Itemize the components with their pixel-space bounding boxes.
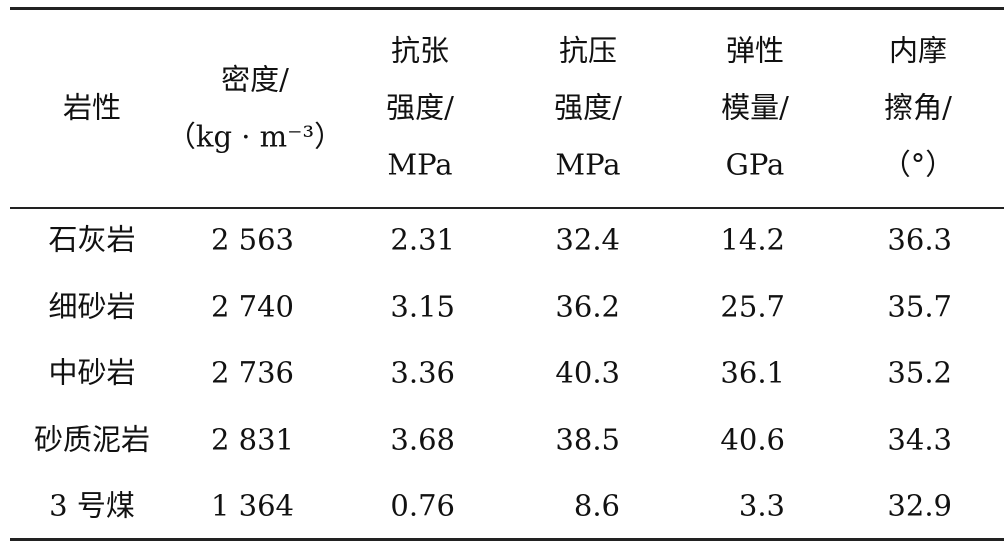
header-cell: 弹性: [725, 33, 785, 68]
table-cell: 38.5: [555, 422, 620, 457]
table-cell: 32.9: [887, 488, 952, 523]
table-cell: 3.36: [390, 355, 455, 390]
bottom-rule: [10, 538, 1004, 541]
header-cell: 擦角/: [884, 90, 952, 125]
table-cell: 3.15: [390, 289, 455, 324]
table-cell: 32.4: [555, 222, 620, 257]
header-cell: 抗张: [390, 33, 450, 68]
row-label: 石灰岩: [48, 222, 136, 257]
header-cell: 岩性: [62, 90, 122, 125]
table-cell: 3.3: [738, 488, 785, 523]
table-cell: 0.76: [390, 488, 455, 523]
header-cell: 强度/: [386, 90, 454, 125]
table-cell: 2 831: [210, 422, 294, 457]
header-cell: （°）: [881, 147, 955, 182]
table-cell: 40.6: [720, 422, 785, 457]
table-cell: 8.6: [573, 488, 620, 523]
table-cell: 2 563: [210, 222, 294, 257]
table-cell: 14.2: [720, 222, 785, 257]
table-cell: 2.31: [390, 222, 455, 257]
table-cell: 35.7: [887, 289, 952, 324]
header-cell: （kg · m⁻³）: [166, 119, 344, 153]
table-cell: 2 740: [210, 289, 294, 324]
row-label: 中砂岩: [48, 355, 136, 390]
table-cell: 36.1: [720, 355, 785, 390]
table-cell: 34.3: [887, 422, 952, 457]
table-cell: 25.7: [720, 289, 785, 324]
header-rule: [10, 207, 1004, 209]
table-cell: 1 364: [210, 488, 294, 523]
top-rule: [10, 7, 1004, 10]
table-cell: 40.3: [555, 355, 620, 390]
row-label: 3 号煤: [49, 488, 135, 523]
header-cell: 抗压: [558, 33, 618, 68]
header-cell: 模量/: [721, 90, 789, 125]
table-cell: 36.3: [887, 222, 952, 257]
table-cell: 35.2: [887, 355, 952, 390]
table-cell: 2 736: [210, 355, 294, 390]
header-cell: MPa: [387, 147, 453, 182]
header-cell: 内摩: [888, 33, 948, 68]
header-cell: GPa: [725, 147, 785, 182]
header-cell: 密度/: [221, 62, 289, 96]
header-cell: MPa: [555, 147, 621, 182]
row-label: 细砂岩: [48, 289, 136, 324]
table-cell: 3.68: [390, 422, 455, 457]
header-cell: 强度/: [554, 90, 622, 125]
table-cell: 36.2: [555, 289, 620, 324]
row-label: 砂质泥岩: [33, 422, 151, 457]
